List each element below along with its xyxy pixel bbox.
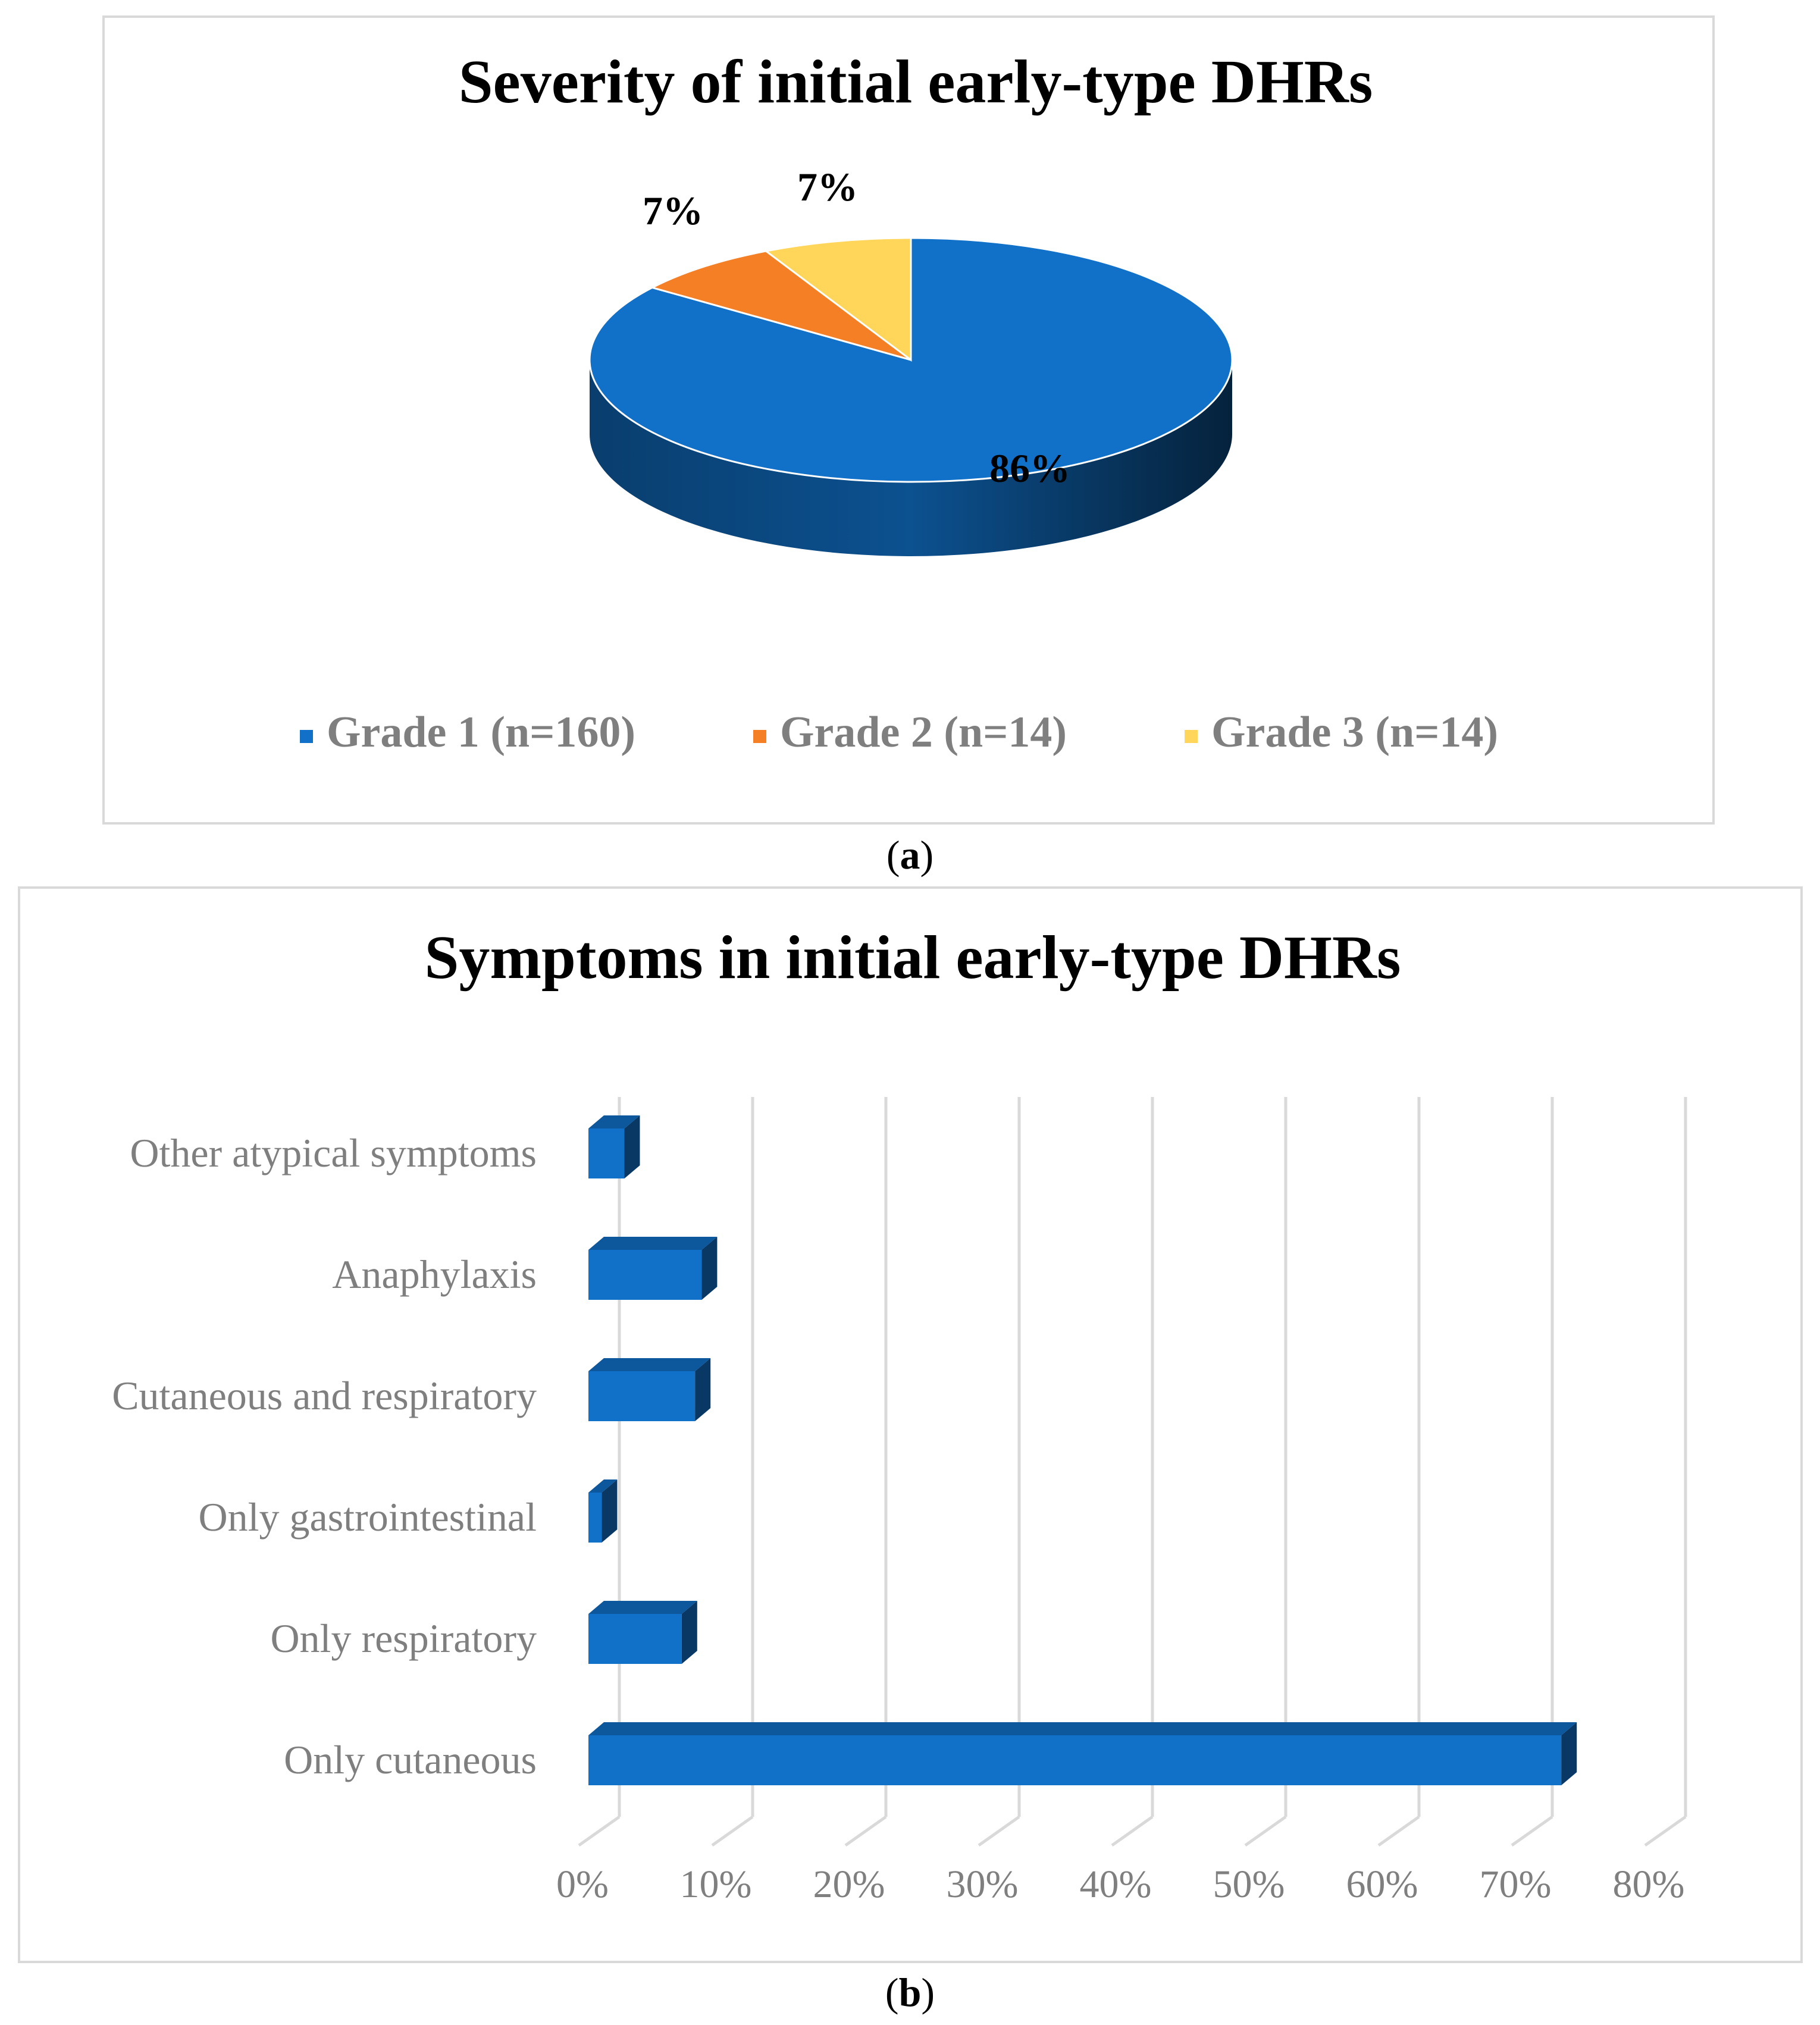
gridline-floor <box>1111 1815 1154 1847</box>
pie-slice-grade-2-n-14 <box>650 250 911 361</box>
category-label-other-atypical-symptoms: Other atypical symptoms <box>130 1130 537 1175</box>
x-tick-label: 50% <box>1213 1863 1285 1906</box>
pie-side-grade-1-n-160 <box>590 360 1232 556</box>
bar-top-only-gastrointestinal <box>588 1479 618 1493</box>
caption-b-letter: b <box>898 1970 922 2015</box>
bar-other-atypical-symptoms <box>588 1129 625 1178</box>
bar-top-anaphylaxis <box>588 1237 718 1250</box>
gridline-floor <box>1377 1815 1420 1847</box>
bar-only-respiratory <box>588 1614 682 1664</box>
gridline-floor <box>844 1815 887 1847</box>
x-tick-label: 30% <box>947 1863 1019 1906</box>
pie-data-label-grade-2-n-14: 7% <box>643 188 703 233</box>
bar-chart-panel: Symptoms in initial early-type DHRs Only… <box>18 886 1803 1963</box>
pie-chart-panel: Severity of initial early-type DHRs 86% 7… <box>102 15 1715 825</box>
gridline-floor <box>578 1815 621 1847</box>
bar-side-only-cutaneous <box>1561 1722 1577 1785</box>
bar-cutaneous-and-respiratory <box>588 1371 696 1421</box>
gridline-floor <box>711 1815 754 1847</box>
legend-swatch-grade-3-n-14 <box>1185 730 1198 743</box>
gridline-floor <box>1644 1815 1687 1847</box>
pie-slice-grade-3-n-14 <box>763 237 912 362</box>
x-tick-label: 70% <box>1480 1863 1552 1906</box>
category-label-only-gastrointestinal: Only gastrointestinal <box>199 1494 537 1540</box>
bar-anaphylaxis <box>588 1250 702 1300</box>
x-tick-label: 10% <box>680 1863 752 1906</box>
x-tick-label: 20% <box>813 1863 885 1906</box>
legend-label-grade-1-n-160: Grade 1 (n=160) <box>327 708 635 757</box>
bar-chart-title: Symptoms in initial early-type DHRs <box>425 923 1401 992</box>
legend-swatch-grade-2-n-14 <box>753 730 766 743</box>
pie-chart-title: Severity of initial early-type DHRs <box>459 48 1373 116</box>
bar-side-anaphylaxis <box>701 1237 718 1300</box>
bar-top-only-cutaneous <box>588 1722 1577 1735</box>
bar-top-cutaneous-and-respiratory <box>588 1358 711 1371</box>
bar-side-cutaneous-and-respiratory <box>695 1358 711 1421</box>
bar-top-only-respiratory <box>588 1601 697 1614</box>
bar-only-cutaneous <box>588 1735 1562 1785</box>
legend-label-grade-3-n-14: Grade 3 (n=14) <box>1211 708 1498 757</box>
bar-side-only-respiratory <box>681 1601 697 1664</box>
category-label-only-cutaneous: Only cutaneous <box>284 1737 537 1782</box>
x-tick-label: 40% <box>1080 1863 1152 1906</box>
caption-a: (a) <box>886 832 934 877</box>
category-label-only-respiratory: Only respiratory <box>270 1616 537 1661</box>
x-tick-label: 80% <box>1613 1863 1685 1906</box>
bar-only-gastrointestinal <box>588 1493 602 1543</box>
pie-data-label-grade-1-n-160: 86% <box>989 446 1070 491</box>
caption-a-letter: a <box>900 832 920 877</box>
gridline-floor <box>1511 1815 1553 1847</box>
pie-chart: Severity of initial early-type DHRs 86% 7… <box>300 48 1498 757</box>
legend-label-grade-2-n-14: Grade 2 (n=14) <box>780 708 1067 757</box>
category-label-cutaneous-and-respiratory: Cutaneous and respiratory <box>112 1373 537 1418</box>
category-label-anaphylaxis: Anaphylaxis <box>332 1252 537 1297</box>
bar-side-other-atypical-symptoms <box>624 1115 640 1178</box>
pie-data-label-grade-3-n-14: 7% <box>797 164 858 209</box>
caption-b: (b) <box>885 1970 935 2015</box>
bar-side-only-gastrointestinal <box>602 1479 618 1543</box>
gridline-floor <box>978 1815 1020 1847</box>
x-tick-label: 60% <box>1346 1863 1418 1906</box>
legend-swatch-grade-1-n-160 <box>300 730 313 743</box>
bar-top-other-atypical-symptoms <box>588 1115 640 1129</box>
x-tick-label: 0% <box>556 1863 609 1906</box>
gridline-floor <box>1244 1815 1287 1847</box>
bar-chart: Symptoms in initial early-type DHRs Only… <box>112 923 1687 1906</box>
